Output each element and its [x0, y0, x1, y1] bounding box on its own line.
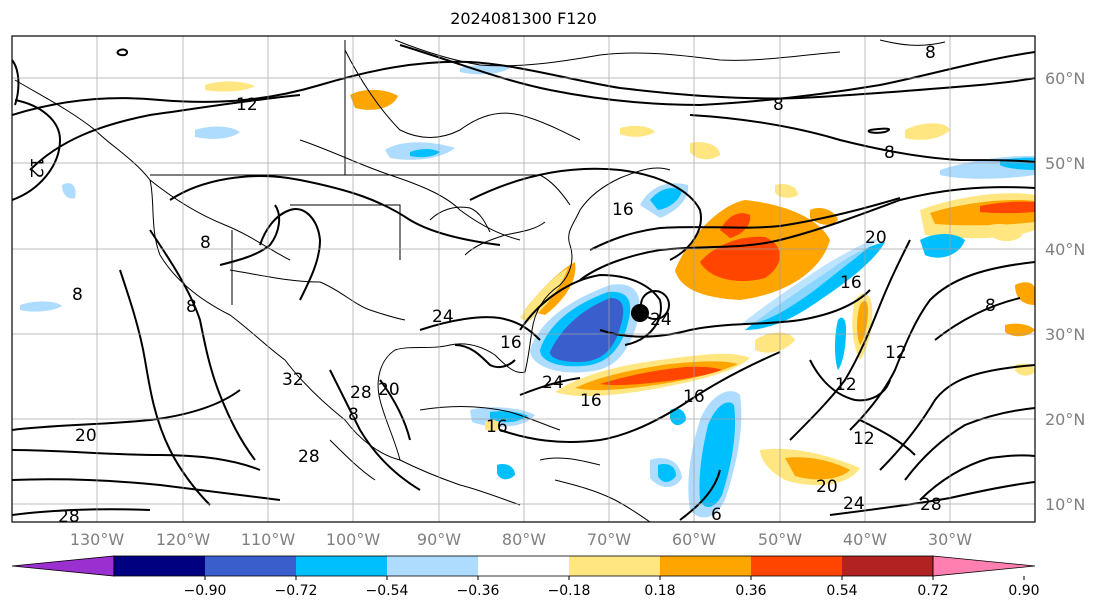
contour-label: 24	[432, 307, 454, 327]
map-frame	[11, 35, 1036, 523]
contour-label: 16	[840, 273, 862, 293]
colorbar-tick-label: 0.54	[826, 583, 857, 599]
colorbar-tick-label: −0.90	[184, 583, 227, 599]
lon-label: 30°W	[928, 530, 972, 549]
colorbar-segment	[569, 556, 661, 576]
colorbar-tick-label: 0.36	[735, 583, 766, 599]
contour-label: 20	[816, 477, 838, 497]
lat-label: 60°N	[1045, 69, 1085, 88]
colorbar-segment	[751, 556, 843, 576]
longitude-labels: 130°W 120°W 110°W 100°W 90°W 80°W 70°W 6…	[70, 530, 972, 549]
lat-label: 30°N	[1045, 325, 1085, 344]
lon-label: 70°W	[587, 530, 631, 549]
colorbar-tick-label: 0.72	[917, 583, 948, 599]
contour-label: 16	[500, 333, 522, 353]
contour-label: 28	[350, 383, 372, 403]
colorbar-border	[113, 555, 934, 577]
colorbar-segment	[205, 556, 297, 576]
contour-label: 8	[348, 405, 359, 425]
colorbar-extend-low	[11, 555, 115, 577]
lat-label: 40°N	[1045, 240, 1085, 259]
lon-label: 130°W	[70, 530, 125, 549]
contour-label: 8	[985, 296, 996, 316]
contour-label: 24	[843, 494, 865, 514]
colorbar-tick-label: −0.36	[457, 583, 500, 599]
lon-label: 100°W	[326, 530, 381, 549]
contour-label: 24	[650, 310, 672, 330]
storm-contour	[640, 290, 670, 320]
latitude-labels: 60°N 50°N 40°N 30°N 20°N 10°N	[1045, 69, 1085, 514]
contour-labels: 12 12 8 8 8 8 8 8 8 24 24 24 16 16 20 16…	[26, 43, 996, 527]
contour-label: 28	[58, 507, 80, 527]
colorbar: −0.90 −0.72 −0.54 −0.36 −0.18 0.18 0.36 0.54 0.7…	[11, 555, 1040, 599]
lon-label: 120°W	[156, 530, 211, 549]
lon-label: 80°W	[502, 530, 546, 549]
contour-label: 28	[298, 447, 320, 467]
colorbar-segment	[478, 556, 570, 576]
colorbar-segment	[842, 556, 934, 576]
lon-label: 60°W	[672, 530, 716, 549]
colorbar-segment	[387, 556, 479, 576]
colorbar-segment	[114, 556, 206, 576]
contour-label: 12	[26, 157, 46, 179]
storm-marker	[631, 304, 649, 322]
colorbar-tick-label: 0.90	[1008, 583, 1039, 599]
contours	[12, 44, 1035, 521]
contour-label: 20	[75, 426, 97, 446]
contour-label: 12	[236, 95, 258, 115]
contour-label: 32	[282, 370, 304, 390]
colorbar-tick-label: 0.18	[644, 583, 675, 599]
contour-label: 20	[378, 380, 400, 400]
contour-label: 8	[72, 285, 83, 305]
lon-label: 110°W	[241, 530, 296, 549]
lat-label: 50°N	[1045, 154, 1085, 173]
lat-label: 20°N	[1045, 410, 1085, 429]
colorbar-tick-label: −0.18	[548, 583, 591, 599]
colorbar-extend-high	[932, 555, 1036, 577]
contour-label: 8	[186, 297, 197, 317]
graticule	[12, 36, 1035, 522]
colorbar-tick-label: −0.72	[275, 583, 318, 599]
contour-label: 16	[486, 417, 508, 437]
contour-label: 20	[865, 228, 887, 248]
lon-label: 90°W	[417, 530, 461, 549]
contour-label: 8	[925, 43, 936, 63]
colorbar-segment	[296, 556, 388, 576]
lat-label: 10°N	[1045, 495, 1085, 514]
map-content: 12 12 8 8 8 8 8 8 8 24 24 24 16 16 20 16…	[12, 36, 1035, 527]
lon-label: 50°W	[758, 530, 802, 549]
contour-label: 12	[853, 429, 875, 449]
contour-label: 12	[835, 375, 857, 395]
contour-label: 8	[884, 143, 895, 163]
shading-layer	[20, 65, 1035, 518]
contour-label: 6	[711, 505, 722, 525]
contour-label: 8	[200, 233, 211, 253]
contour-label: 28	[920, 495, 942, 515]
lon-label: 40°W	[843, 530, 887, 549]
contour-label: 16	[683, 387, 705, 407]
contour-label: 16	[612, 200, 634, 220]
map-title: 2024081300 F120	[450, 9, 597, 28]
contour-label: 12	[885, 343, 907, 363]
contour-label: 16	[580, 391, 602, 411]
colorbar-tick-label: −0.54	[366, 583, 409, 599]
contour-label: 8	[773, 95, 784, 115]
contour-label: 24	[542, 373, 564, 393]
coastlines	[14, 39, 946, 522]
colorbar-segment	[660, 556, 752, 576]
